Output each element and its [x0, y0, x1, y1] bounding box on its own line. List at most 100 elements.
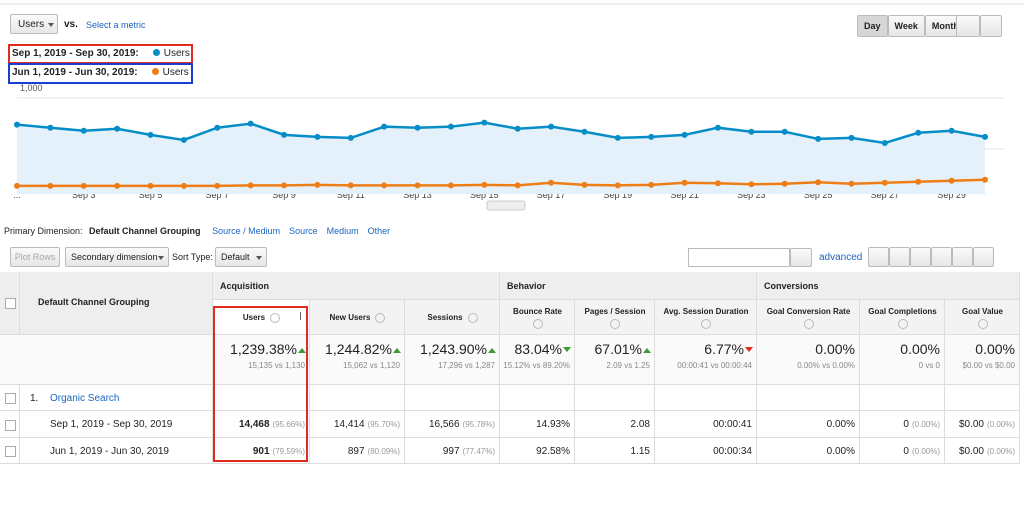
motion-chart-button[interactable]: [980, 15, 1002, 37]
period-button[interactable]: Week: [887, 15, 925, 37]
view-button[interactable]: [889, 247, 910, 267]
change-arrow: [745, 347, 753, 356]
x-tick-label: Sep 19: [604, 190, 633, 200]
summary-value: 83.04%: [514, 341, 562, 357]
point: [714, 124, 721, 131]
dimension-bar: Primary Dimension: Default Channel Group…: [4, 226, 390, 236]
checkbox[interactable]: [5, 419, 16, 431]
secondary-label: Secondary dimension: [71, 252, 158, 262]
cell-content: 14.93%: [536, 419, 570, 430]
sort-label: Sort Type:: [172, 252, 213, 262]
x-tick-label: Sep 27: [871, 190, 900, 200]
column-header-wrap: Pages / Session: [575, 306, 654, 329]
group-header: Behavior: [500, 272, 757, 300]
line-chart-button[interactable]: [956, 15, 980, 37]
table-cell: 1. Organic Search: [20, 385, 213, 411]
summary-cell: 6.77% 00:00:41 vs 00:00:44: [655, 335, 757, 385]
select-metric[interactable]: Select a metric: [86, 20, 146, 30]
view-button[interactable]: [931, 247, 952, 267]
x-tick-label: Sep 15: [470, 190, 499, 200]
dimension-option[interactable]: Medium: [326, 226, 359, 236]
metric-dropdown[interactable]: Users: [10, 14, 58, 34]
point: [180, 182, 187, 189]
resize-handle[interactable]: [486, 200, 526, 211]
cell-value: 997: [442, 446, 460, 457]
table-cell: [0, 335, 213, 385]
plot-rows-button[interactable]: Plot Rows: [10, 247, 60, 267]
help-icon[interactable]: [977, 319, 988, 329]
table-cell: 14,468 (95.66%): [213, 411, 310, 438]
point: [681, 179, 688, 186]
point: [714, 180, 721, 187]
help-icon[interactable]: [803, 319, 814, 329]
column-header: New Users: [310, 300, 405, 335]
cell-value: 14,468: [238, 419, 270, 430]
dimension-option[interactable]: Source / Medium: [212, 226, 281, 236]
search-input[interactable]: [688, 248, 790, 267]
summary-compare: 15,135 vs 1,130: [248, 361, 305, 370]
column-header-wrap: Bounce Rate: [500, 306, 574, 329]
point: [314, 133, 321, 140]
cell-share: (95.66%): [272, 420, 305, 429]
point: [180, 136, 187, 143]
column-header: Sessions: [405, 300, 500, 335]
checkbox[interactable]: [5, 298, 16, 309]
view-button[interactable]: [952, 247, 973, 267]
cell-content: 16,566 (95.78%): [429, 419, 495, 430]
cell-share: (77.47%): [462, 447, 495, 456]
dimension-option[interactable]: Source: [289, 226, 318, 236]
legend-swatch: [152, 49, 160, 56]
cell-content: $0.00 (0.00%): [959, 419, 1015, 430]
point: [948, 127, 955, 134]
period-button[interactable]: Day: [857, 15, 888, 37]
cell-content: 00:00:34: [713, 446, 752, 457]
point: [47, 124, 54, 131]
cell-share: (95.78%): [462, 420, 495, 429]
point: [347, 134, 354, 141]
dimension-option[interactable]: Other: [367, 226, 391, 236]
view-button[interactable]: [868, 247, 889, 267]
help-icon[interactable]: [375, 312, 386, 323]
cell-content: 92.58%: [536, 446, 570, 457]
group-label: Behavior: [507, 281, 546, 291]
cell-share: (80.09%): [367, 447, 400, 456]
summary-value: 67.01%: [594, 341, 642, 357]
summary-compare: $0.00 vs $0.00: [962, 361, 1015, 370]
point: [948, 177, 955, 184]
point: [414, 124, 421, 131]
advanced-link[interactable]: advanced: [819, 252, 863, 263]
column-header-wrap: Goal Conversion Rate: [757, 306, 859, 329]
help-icon[interactable]: [532, 319, 543, 329]
point: [781, 128, 788, 135]
help-icon[interactable]: [701, 319, 711, 329]
secondary-dimension-dropdown[interactable]: Secondary dimension: [65, 247, 169, 267]
checkbox-cell: [0, 438, 20, 464]
summary-compare: 00:00:41 vs 00:00:44: [677, 361, 752, 370]
search-button[interactable]: [790, 248, 812, 267]
metric-label: Users: [18, 19, 45, 30]
cell-content: 0 (0.00%): [903, 419, 940, 430]
point: [214, 124, 221, 131]
table-cell: 1.15: [575, 438, 655, 464]
sort-dropdown[interactable]: Default: [215, 247, 267, 267]
row-index: 1.: [30, 393, 39, 404]
table-cell: 00:00:34: [655, 438, 757, 464]
help-icon[interactable]: [897, 319, 908, 329]
help-icon[interactable]: [610, 319, 620, 329]
help-icon[interactable]: [467, 312, 478, 323]
cell-share: (0.00%): [911, 447, 940, 456]
point: [881, 179, 888, 186]
checkbox[interactable]: [5, 446, 16, 457]
cell-value: 92.58%: [536, 446, 570, 457]
checkbox[interactable]: [5, 393, 16, 404]
view-button[interactable]: [973, 247, 994, 267]
summary-cell: 83.04% 15.12% vs 89.20%: [500, 335, 575, 385]
cell-content: 00:00:41: [713, 419, 752, 430]
table-cell: Sep 1, 2019 - Sep 30, 2019: [20, 411, 213, 438]
row-label[interactable]: Organic Search: [50, 393, 120, 404]
column-header: Users: [213, 300, 310, 335]
view-button[interactable]: [910, 247, 931, 267]
help-icon[interactable]: [270, 312, 281, 323]
x-tick-label: Sep 21: [670, 190, 699, 200]
x-tick-label: Sep 25: [804, 190, 833, 200]
